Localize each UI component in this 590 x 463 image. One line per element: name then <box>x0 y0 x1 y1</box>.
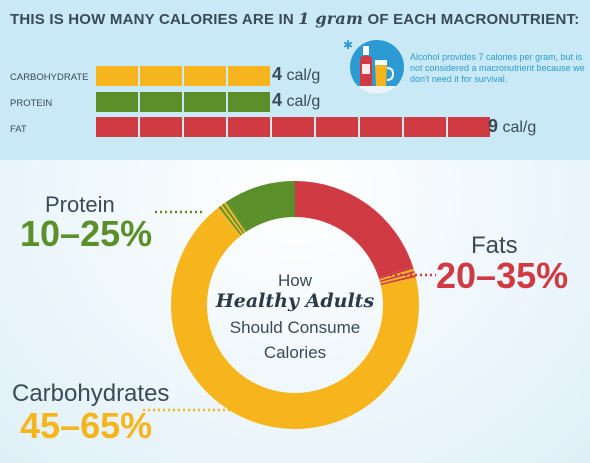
protein-bar <box>96 92 270 112</box>
calorie-segment <box>316 117 358 137</box>
calorie-segment <box>140 66 182 86</box>
protein-value-unit: cal/g <box>286 93 321 110</box>
fats-range-stripe <box>380 275 416 286</box>
protein-range-stripe <box>223 202 246 233</box>
headline-script: 1 gram <box>298 9 364 28</box>
fats-range-stripe <box>379 270 415 283</box>
protein-value: 4 cal/g <box>272 90 320 111</box>
fats-slice <box>295 181 413 278</box>
protein-range-stripe <box>220 204 244 235</box>
fats-name: Fats <box>471 232 518 259</box>
calorie-segment <box>404 117 446 137</box>
headline-suffix: OF EACH MACRONUTRIENT: <box>367 11 580 28</box>
protein-range: 10–25% <box>20 213 153 254</box>
center-line-4: Calories <box>263 343 327 362</box>
carbohydrate-label: CARBOHYDRATE <box>10 72 89 83</box>
protein-range-stripe <box>218 205 243 236</box>
fat-value: 9 cal/g <box>488 116 536 137</box>
calorie-segment <box>96 66 138 86</box>
carbohydrate-value-num: 4 <box>272 64 283 84</box>
calorie-segment <box>448 117 490 137</box>
protein-slice <box>227 180 295 232</box>
carbohydrates-slice <box>171 208 420 429</box>
calorie-segment <box>184 117 226 137</box>
asterisk-icon: ✱ <box>343 38 354 52</box>
headline-prefix: THIS IS HOW MANY CALORIES ARE IN <box>10 11 294 28</box>
carbs-name: Carbohydrates <box>12 380 170 407</box>
panel-headline: THIS IS HOW MANY CALORIES ARE IN 1 gram … <box>10 9 579 28</box>
calorie-segment <box>96 92 138 112</box>
alcohol-note: Alcohol provides 7 calories per gram, bu… <box>410 52 585 84</box>
carbohydrate-value: 4 cal/g <box>272 64 320 85</box>
carbs-range: 45–65% <box>20 405 153 446</box>
calorie-segment <box>228 92 270 112</box>
calorie-segment <box>272 117 314 137</box>
fat-bar <box>96 117 490 137</box>
protein-range-stripe <box>216 207 241 237</box>
protein-callout: Protein <box>45 192 115 218</box>
calorie-segment <box>184 92 226 112</box>
fats-range: 20–35% <box>436 255 569 296</box>
fat-value-unit: cal/g <box>502 119 537 136</box>
calorie-segment <box>360 117 402 137</box>
calorie-segment <box>228 66 270 86</box>
fat-label: FAT <box>10 124 27 135</box>
calorie-segment <box>140 92 182 112</box>
calorie-segment <box>184 66 226 86</box>
center-line-2: Healthy Adults <box>215 290 375 312</box>
calorie-segment <box>96 117 138 137</box>
carbohydrate-value-unit: cal/g <box>286 67 321 84</box>
alcohol-icon <box>350 40 404 94</box>
calories-per-gram-panel: THIS IS HOW MANY CALORIES ARE IN 1 gram … <box>0 0 590 160</box>
protein-range-stripe <box>225 201 248 233</box>
fats-range-stripe <box>378 266 414 280</box>
center-line-3: Should Consume <box>229 318 361 337</box>
calorie-segment <box>140 117 182 137</box>
calorie-segment <box>228 117 270 137</box>
protein-name: Protein <box>45 192 115 217</box>
protein-value-num: 4 <box>272 90 283 110</box>
protein-range-stripe <box>222 203 245 234</box>
carbohydrate-bar <box>96 66 270 86</box>
protein-label: PROTEIN <box>10 98 53 109</box>
center-line-1: How <box>277 271 312 290</box>
fat-value-num: 9 <box>488 116 499 136</box>
